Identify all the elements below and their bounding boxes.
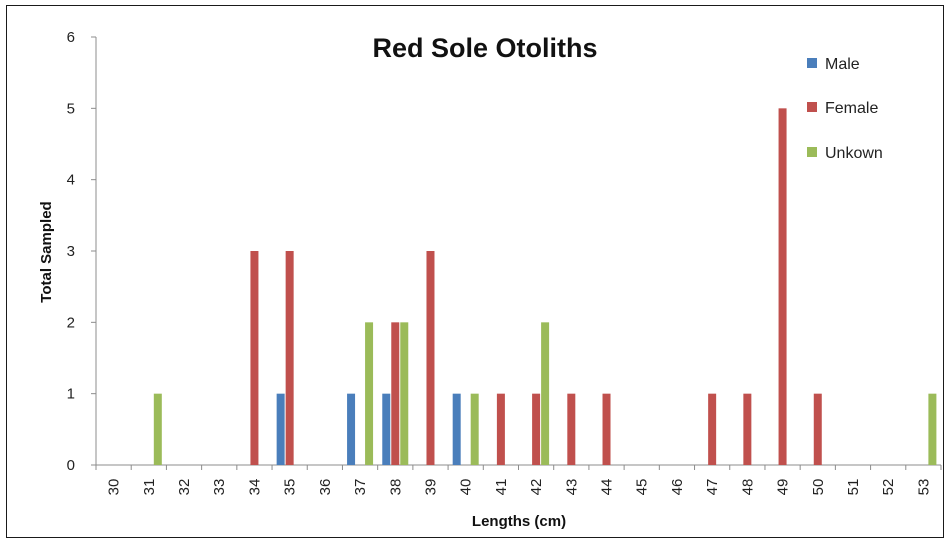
- bar-male-38: [382, 393, 391, 465]
- legend-swatch-male: [807, 58, 817, 68]
- x-tick-label: 41: [493, 479, 510, 496]
- x-tick-label: 36: [317, 479, 334, 496]
- x-tick-label: 53: [915, 479, 932, 496]
- bar-unkown-53: [928, 393, 937, 465]
- legend-label-female: Female: [825, 100, 878, 117]
- x-tick-label: 47: [704, 479, 721, 496]
- legend-label-unkown: Unkown: [825, 145, 883, 162]
- x-tick-label: 42: [528, 479, 545, 496]
- bar-male-40: [452, 393, 461, 465]
- x-tick-label: 35: [282, 479, 299, 496]
- x-axis-label: Lengths (cm): [472, 513, 566, 530]
- bar-female-43: [567, 393, 576, 465]
- bar-female-39: [426, 251, 435, 465]
- x-tick-label: 43: [563, 479, 580, 496]
- x-tick-label: 31: [141, 479, 158, 496]
- x-tick-label: 37: [352, 479, 369, 496]
- chart-title: Red Sole Otoliths: [372, 33, 597, 63]
- y-tick-label: 0: [67, 457, 75, 474]
- bar-female-35: [285, 251, 294, 465]
- bar-female-38: [391, 322, 400, 465]
- bar-unkown-37: [365, 322, 374, 465]
- bar-unkown-38: [400, 322, 409, 465]
- x-tick-label: 45: [634, 479, 651, 496]
- bar-female-49: [778, 108, 787, 465]
- bar-unkown-31: [153, 393, 162, 465]
- x-tick-label: 30: [106, 479, 123, 496]
- bar-female-41: [496, 393, 505, 465]
- bar-female-44: [602, 393, 611, 465]
- x-tick-label: 39: [422, 479, 439, 496]
- legend-swatch-female: [807, 102, 817, 112]
- x-tick-label: 49: [775, 479, 792, 496]
- bar-unkown-40: [470, 393, 479, 465]
- x-tick-label: 48: [739, 479, 756, 496]
- bar-female-48: [743, 393, 752, 465]
- y-tick-label: 4: [67, 172, 75, 189]
- x-tick-label: 40: [458, 479, 475, 496]
- legend: Male Female Unkown: [807, 56, 883, 162]
- y-tick-label: 5: [67, 100, 75, 117]
- bars: [153, 108, 937, 465]
- x-tick-label: 46: [669, 479, 686, 496]
- x-tick-label: 38: [387, 479, 404, 496]
- x-tick-label: 44: [599, 479, 616, 496]
- y-tick-label: 3: [67, 243, 75, 260]
- x-tick-label: 51: [845, 479, 862, 496]
- legend-label-male: Male: [825, 56, 860, 73]
- bar-female-47: [708, 393, 717, 465]
- x-tick-label: 32: [176, 479, 193, 496]
- x-tick-label: 33: [211, 479, 228, 496]
- y-axis-label: Total Sampled: [38, 201, 55, 302]
- y-tick-label: 1: [67, 386, 75, 403]
- x-tick-label: 50: [810, 479, 827, 496]
- legend-swatch-unkown: [807, 147, 817, 157]
- bar-female-34: [250, 251, 259, 465]
- x-tick-label: 34: [246, 479, 263, 496]
- y-tick-label: 6: [67, 29, 75, 46]
- bar-female-42: [532, 393, 541, 465]
- bar-unkown-42: [541, 322, 550, 465]
- bar-female-50: [813, 393, 822, 465]
- x-tick-label: 52: [880, 479, 897, 496]
- bar-male-37: [347, 393, 356, 465]
- y-tick-label: 2: [67, 314, 75, 331]
- bar-male-35: [276, 393, 285, 465]
